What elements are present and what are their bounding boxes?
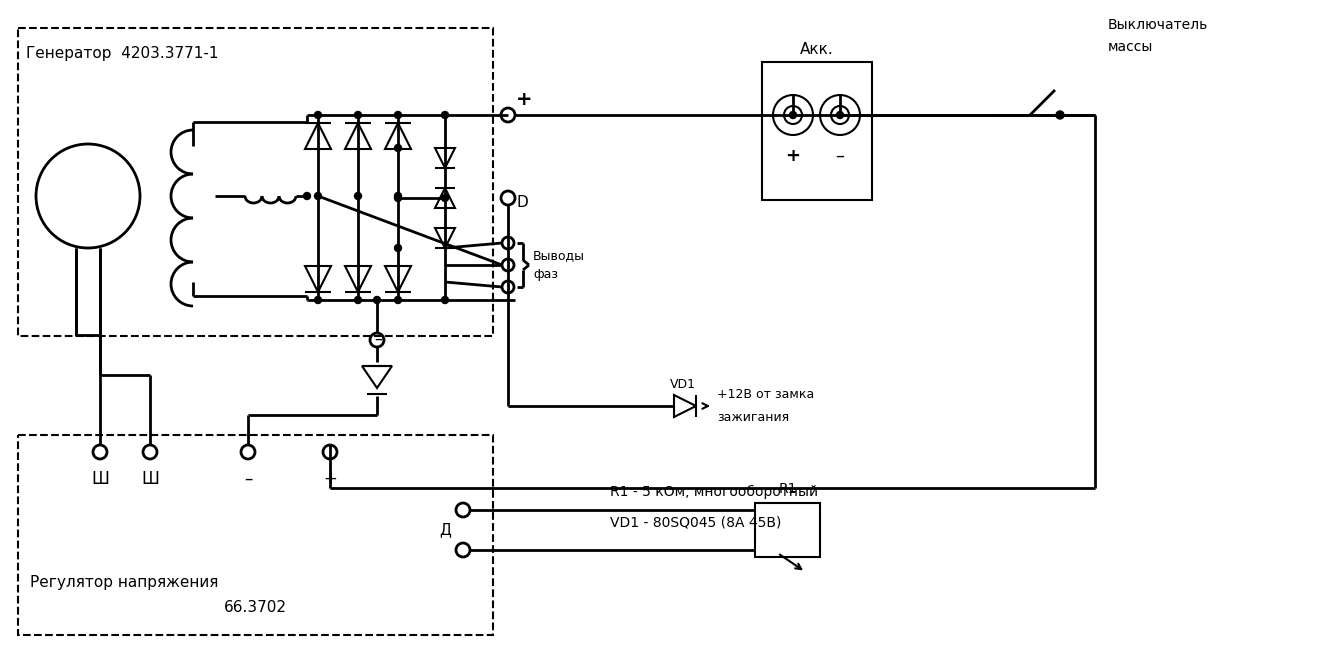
Circle shape <box>1055 111 1063 119</box>
Bar <box>755 503 819 557</box>
Text: +: + <box>786 147 801 165</box>
Circle shape <box>315 112 322 118</box>
Circle shape <box>374 297 381 303</box>
Text: Регулятор напряжения: Регулятор напряжения <box>30 575 219 590</box>
Circle shape <box>394 244 401 252</box>
Circle shape <box>315 297 322 303</box>
Circle shape <box>315 193 322 199</box>
Circle shape <box>303 193 311 199</box>
Text: зажигания: зажигания <box>717 411 789 424</box>
Circle shape <box>394 297 401 303</box>
Circle shape <box>441 195 448 201</box>
Text: +12В от замка: +12В от замка <box>717 388 814 401</box>
Text: R1 - 5 кОм, многооборотный: R1 - 5 кОм, многооборотный <box>610 485 818 499</box>
Text: Ш: Ш <box>141 470 160 488</box>
Text: 66.3702: 66.3702 <box>224 600 287 615</box>
Circle shape <box>790 112 797 118</box>
Circle shape <box>441 297 448 303</box>
Text: Ш: Ш <box>91 470 109 488</box>
Text: Генератор  4203.3771-1: Генератор 4203.3771-1 <box>25 46 219 61</box>
Text: –: – <box>374 330 382 348</box>
Text: Акк.: Акк. <box>801 42 834 57</box>
Circle shape <box>394 193 401 199</box>
Circle shape <box>394 112 401 118</box>
Bar <box>17 28 493 336</box>
Text: массы: массы <box>1108 40 1153 54</box>
Circle shape <box>354 297 362 303</box>
Text: VD1 - 80SQ045 (8А 45В): VD1 - 80SQ045 (8А 45В) <box>610 515 782 529</box>
Text: +: + <box>516 90 532 109</box>
Circle shape <box>441 112 448 118</box>
Circle shape <box>394 145 401 151</box>
Text: +: + <box>323 470 337 488</box>
Bar <box>17 435 493 635</box>
Text: R1: R1 <box>778 482 797 496</box>
Text: D: D <box>516 195 528 210</box>
Text: фаз: фаз <box>532 268 558 281</box>
Circle shape <box>837 112 843 118</box>
Bar <box>762 62 872 200</box>
Text: –: – <box>835 147 845 165</box>
Circle shape <box>394 195 401 201</box>
Circle shape <box>354 193 362 199</box>
Text: Выводы: Выводы <box>532 249 585 262</box>
Circle shape <box>354 112 362 118</box>
Text: –: – <box>244 470 252 488</box>
Text: Выключатель: Выключатель <box>1108 18 1208 32</box>
Text: VD1: VD1 <box>670 378 696 391</box>
Text: Д: Д <box>439 523 451 537</box>
